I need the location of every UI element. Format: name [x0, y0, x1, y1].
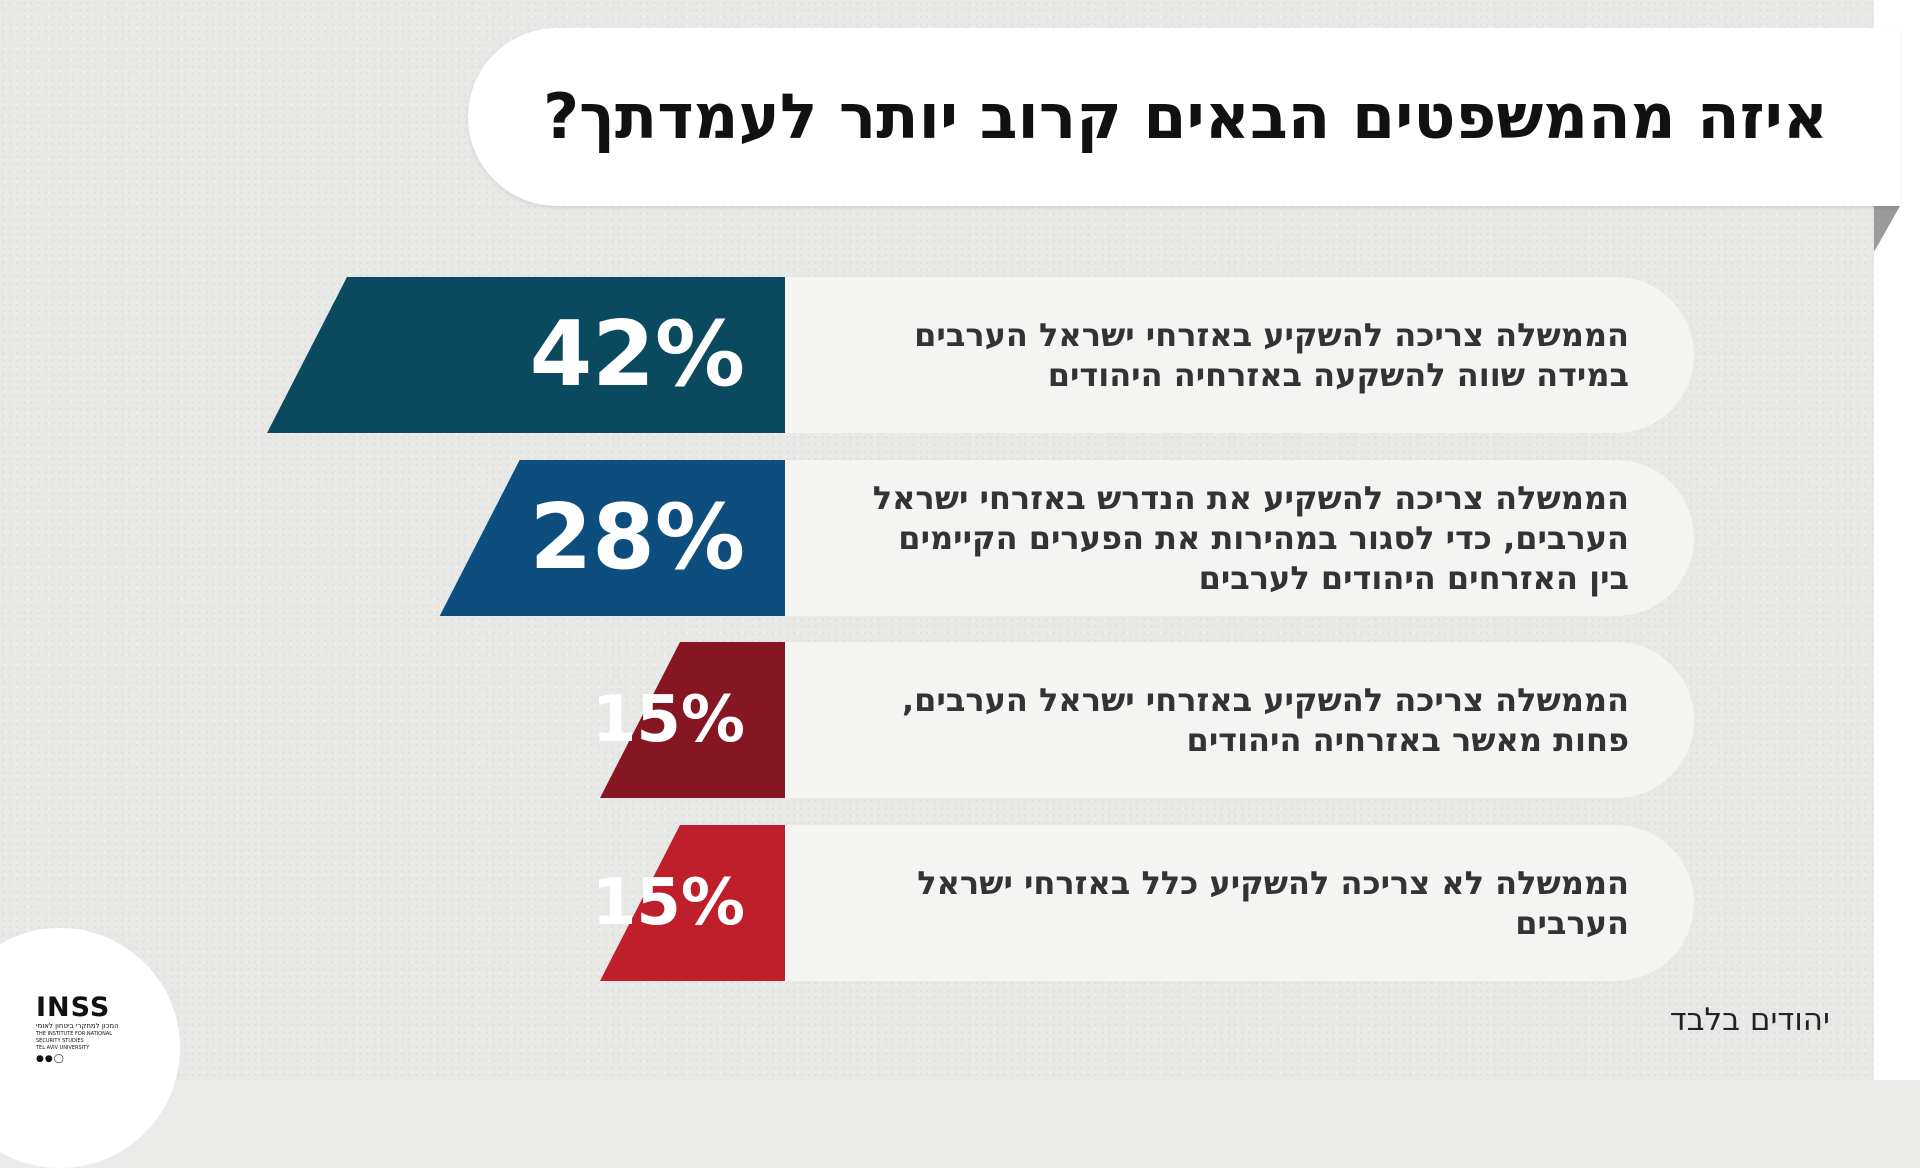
- chart-row: הממשלה צריכה להשקיע באזרחי ישראל הערבים,…: [0, 642, 1920, 798]
- chart-row: הממשלה צריכה להשקיע את הנדרש באזרחי ישרא…: [0, 460, 1920, 616]
- bar: [439, 460, 785, 616]
- logo-wordmark: INSS: [36, 992, 111, 1023]
- chart-note: יהודים בלבד: [1669, 1002, 1830, 1038]
- chart-row: הממשלה צריכה להשקיע באזרחי ישראל הערבים …: [0, 277, 1920, 433]
- statement-pill: [700, 642, 1694, 798]
- bar: [267, 277, 785, 433]
- inss-logo: INSS המכון למחקרי ביטחון לאומי THE INSTI…: [36, 992, 126, 1065]
- title-banner: איזה מהמשפטים הבאים קרוב יותר לעמדתך?: [468, 28, 1900, 206]
- logo-subtitle-en2: TEL AVIV UNIVERSITY: [36, 1045, 90, 1051]
- statement-text-box: הממשלה צריכה להשקיע באזרחי ישראל הערבים,…: [869, 642, 1629, 798]
- category-label: הממשלה צריכה להשקיע באזרחי ישראל הערבים …: [914, 316, 1629, 394]
- bar-svg: [600, 825, 785, 981]
- data-label: 15%: [591, 683, 745, 757]
- logo-subtitle-en: THE INSTITUTE FOR NATIONAL SECURITY STUD…: [36, 1031, 113, 1044]
- bar-svg: [267, 277, 785, 433]
- category-label: הממשלה צריכה להשקיע את הנדרש באזרחי ישרא…: [872, 479, 1629, 597]
- bar-svg: [439, 460, 785, 616]
- statement-text-box: הממשלה לא צריכה להשקיע כלל באזרחי ישראל …: [869, 825, 1629, 981]
- chart-title: איזה מהמשפטים הבאים קרוב יותר לעמדתך?: [543, 80, 1828, 153]
- bar-svg: [600, 642, 785, 798]
- data-label: 42%: [529, 302, 745, 407]
- statement-text-box: הממשלה צריכה להשקיע באזרחי ישראל הערבים …: [869, 277, 1629, 433]
- data-label: 15%: [591, 866, 745, 940]
- statement-text-box: הממשלה צריכה להשקיע את הנדרש באזרחי ישרא…: [869, 460, 1629, 616]
- logo-subtitle-he: המכון למחקרי ביטחון לאומי: [36, 1022, 119, 1030]
- bar: [600, 825, 785, 981]
- category-label: הממשלה לא צריכה להשקיע כלל באזרחי ישראל …: [917, 864, 1629, 942]
- category-label: הממשלה צריכה להשקיע באזרחי ישראל הערבים,…: [901, 681, 1629, 759]
- bar: [600, 642, 785, 798]
- statement-pill: [700, 460, 1694, 616]
- data-label: 28%: [529, 485, 745, 590]
- logo-dots-icon: ●●◯: [36, 1054, 65, 1064]
- statement-pill: [700, 825, 1694, 981]
- statement-pill: [700, 277, 1694, 433]
- chart-row: הממשלה לא צריכה להשקיע כלל באזרחי ישראל …: [0, 825, 1920, 981]
- title-fold-shadow: [1874, 206, 1900, 252]
